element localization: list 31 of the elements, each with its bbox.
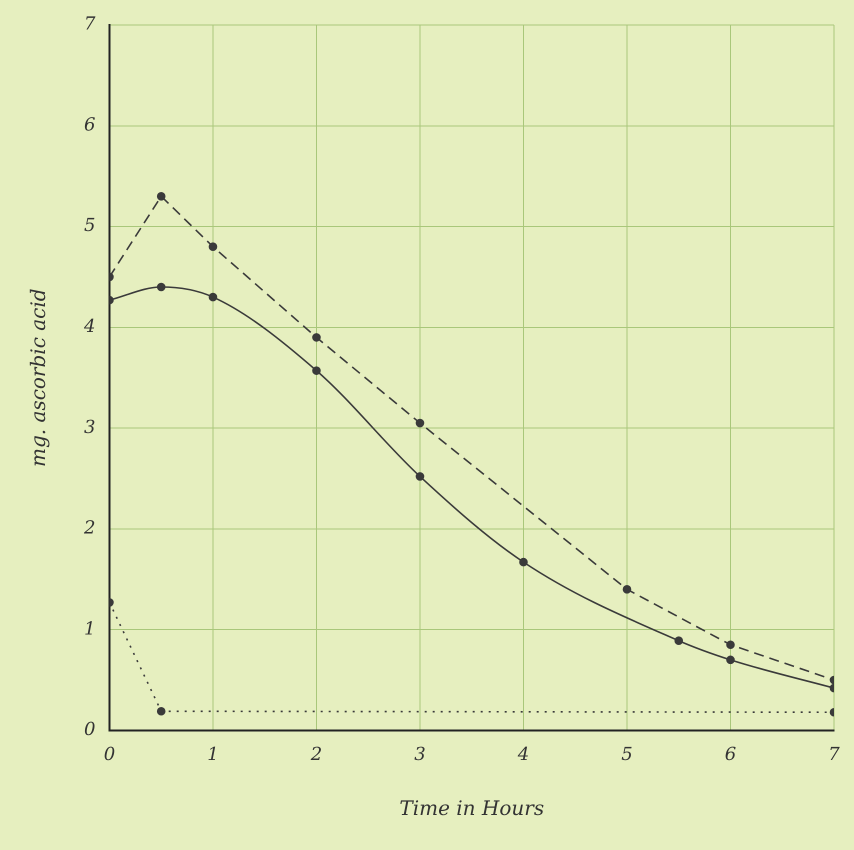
y-tick-label: 3	[84, 416, 96, 438]
y-tick-label: 7	[84, 14, 96, 35]
point	[416, 472, 424, 481]
y-tick-label: 5	[84, 215, 96, 236]
point	[156, 282, 166, 292]
y-tick-label: 6	[84, 114, 96, 136]
point	[622, 585, 632, 594]
y-tick-label: 1	[84, 618, 96, 640]
y-axis-title: mg. ascorbic acid	[26, 288, 50, 467]
x-tick-label: 3	[414, 744, 426, 765]
x-tick-label: 7	[828, 744, 840, 765]
x-tick-label: 2	[310, 744, 322, 765]
point	[416, 418, 424, 428]
y-tick-label: 2	[83, 518, 96, 539]
x-tick-label: 1	[207, 744, 219, 765]
x-tick-label: 6	[724, 744, 736, 765]
y-tick-label: 4	[83, 316, 96, 337]
point	[726, 656, 735, 664]
point	[208, 292, 218, 302]
x-tick-label: 4	[516, 744, 530, 765]
point	[519, 558, 528, 566]
point	[208, 242, 218, 251]
y-tick-label: 0	[84, 719, 96, 740]
x-tick-label: 0	[104, 744, 116, 765]
x-tick-label: 5	[621, 744, 633, 765]
point	[156, 192, 166, 201]
x-axis-title: Time in Hours	[399, 796, 544, 820]
point	[674, 636, 684, 646]
point	[312, 366, 321, 375]
point	[312, 333, 321, 342]
point	[726, 640, 735, 650]
